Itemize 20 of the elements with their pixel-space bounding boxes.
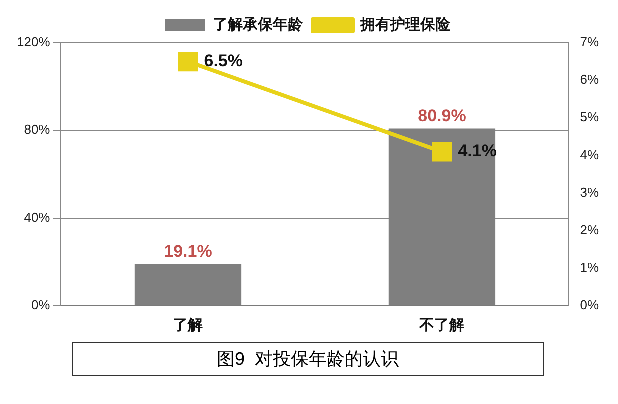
data-label: 80.9% — [418, 106, 466, 126]
y2-tick-label: 0% — [580, 298, 600, 313]
y-tick-label: 0% — [31, 298, 51, 313]
y2-tick-label: 2% — [580, 222, 600, 238]
legend-label: 了解承保年龄 — [213, 16, 304, 34]
data-label: 19.1% — [164, 242, 212, 261]
y2-tick-label: 1% — [580, 260, 600, 276]
y2-tick-label: 3% — [580, 184, 600, 200]
y-tick-label: 120% — [17, 34, 51, 50]
legend-label: 拥有护理保险 — [360, 16, 452, 34]
y2-tick-label: 4% — [580, 147, 600, 162]
y2-tick-label: 6% — [580, 72, 600, 88]
y2-tick-label: 7% — [580, 34, 600, 50]
data-label: 6.5% — [204, 51, 243, 70]
y-tick-label: 40% — [24, 210, 51, 225]
y-tick-label: 80% — [24, 122, 51, 138]
caption: 图9 对投保年龄的认识 — [72, 342, 544, 376]
y2-tick-label: 5% — [580, 110, 600, 125]
x-tick-label: 了解 — [173, 317, 204, 334]
x-tick-label: 不了解 — [418, 317, 465, 334]
